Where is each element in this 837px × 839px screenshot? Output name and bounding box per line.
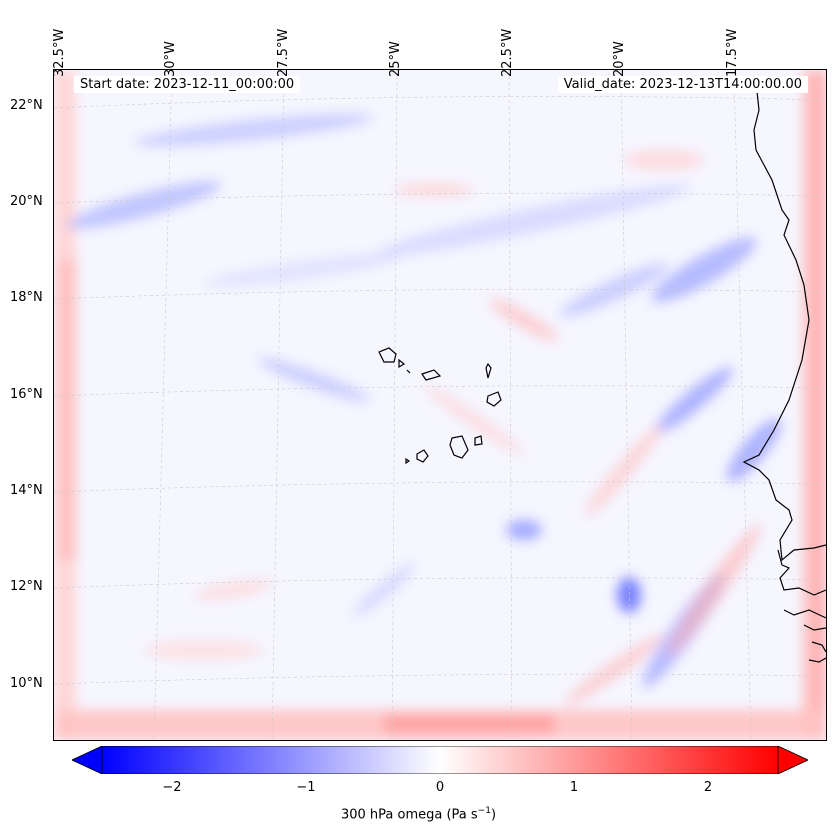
graticule [54, 70, 826, 740]
colorbar-tick: 1 [569, 780, 579, 795]
colorbar-tick: 0 [435, 780, 445, 795]
field-background [54, 70, 826, 740]
colorbar [72, 746, 808, 774]
valid-date-label: Valid_date: 2023-12-13T14:00:00.00 [557, 76, 808, 93]
lon-label: 30°W [163, 41, 178, 77]
lat-label: 20°N [10, 194, 43, 209]
lon-label: 22.5°W [500, 28, 515, 77]
lat-label: 10°N [10, 676, 43, 691]
colorbar-tick: 2 [703, 780, 713, 795]
lon-label: 32.5°W [52, 28, 67, 77]
colorbar-title: 300 hPa omega (Pa s−1) [0, 806, 837, 822]
lon-label: 27.5°W [276, 28, 291, 77]
lat-label: 16°N [10, 387, 43, 402]
start-date-label: Start date: 2023-12-11_00:00:00 [74, 76, 301, 93]
colorbar-tick: −1 [296, 780, 316, 795]
colorbar-extend-low [72, 746, 103, 774]
lat-label: 22°N [10, 98, 43, 113]
lon-label: 25°W [388, 41, 403, 77]
colorbar-title-end: ) [490, 807, 497, 823]
lon-label: 17.5°W [725, 28, 740, 77]
lon-label: 20°W [612, 41, 627, 77]
coastlines [378, 81, 826, 663]
lat-label: 18°N [10, 290, 43, 305]
colorbar-extend-high [777, 746, 808, 774]
omega-field-blobs [54, 70, 826, 740]
colorbar-title-exponent: −1 [477, 806, 491, 816]
colorbar-tick: −2 [162, 780, 182, 795]
map-panel: Start date: 2023-12-11_00:00:00 Valid_da… [53, 69, 827, 741]
lat-label: 12°N [10, 579, 43, 594]
lat-label: 14°N [10, 483, 43, 498]
omega-field-map [54, 70, 826, 740]
colorbar-title-text: 300 hPa omega (Pa s [340, 807, 478, 823]
colorbar-gradient [101, 746, 779, 774]
